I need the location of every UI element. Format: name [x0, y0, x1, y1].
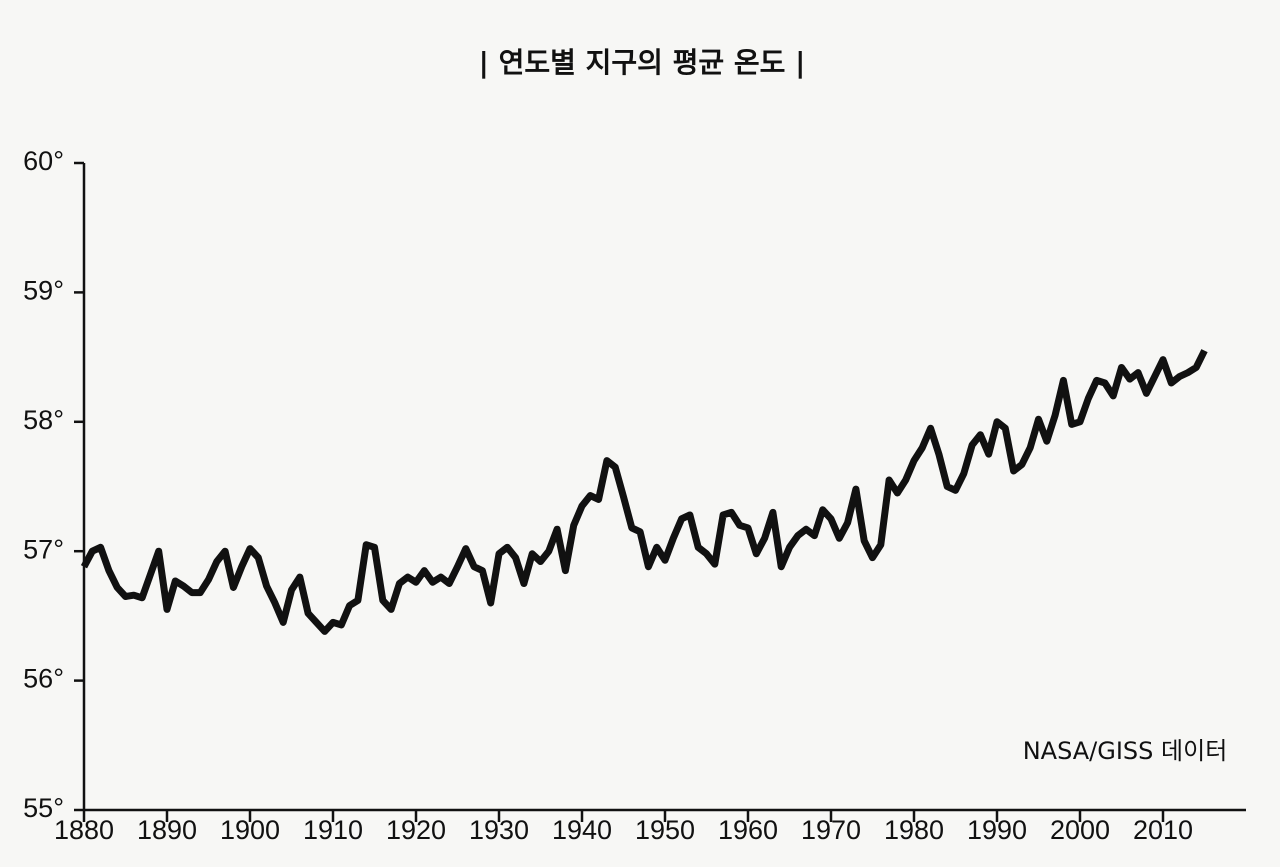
x-tick-label: 1960	[718, 815, 778, 845]
chart-title: | 연도별 지구의 평균 온도 |	[479, 46, 806, 79]
y-tick-label: 60°	[23, 146, 64, 176]
y-tick-label: 57°	[23, 534, 64, 564]
x-tick-label: 1880	[54, 815, 114, 845]
x-tick-label: 1970	[801, 815, 861, 845]
y-tick-label: 59°	[23, 276, 64, 306]
temperature-line	[80, 349, 1208, 635]
annotation: NASA/GISS 데이터	[1023, 737, 1228, 765]
y-tick-label: 55°	[23, 793, 64, 823]
x-tick-label: 2010	[1133, 815, 1193, 845]
x-tick-label: 1950	[635, 815, 695, 845]
y-tick-label: 58°	[23, 405, 64, 435]
x-tick-label: 1920	[386, 815, 446, 845]
x-tick-label: 1980	[884, 815, 944, 845]
x-tick-label: 1930	[469, 815, 529, 845]
x-tick-label: 1890	[137, 815, 197, 845]
x-tick-label: 1990	[967, 815, 1027, 845]
x-tick-label: 1900	[220, 815, 280, 845]
y-tick-label: 56°	[23, 664, 64, 694]
x-tick-label: 1940	[552, 815, 612, 845]
x-tick-label: 1910	[303, 815, 363, 845]
x-tick-label: 2000	[1050, 815, 1110, 845]
